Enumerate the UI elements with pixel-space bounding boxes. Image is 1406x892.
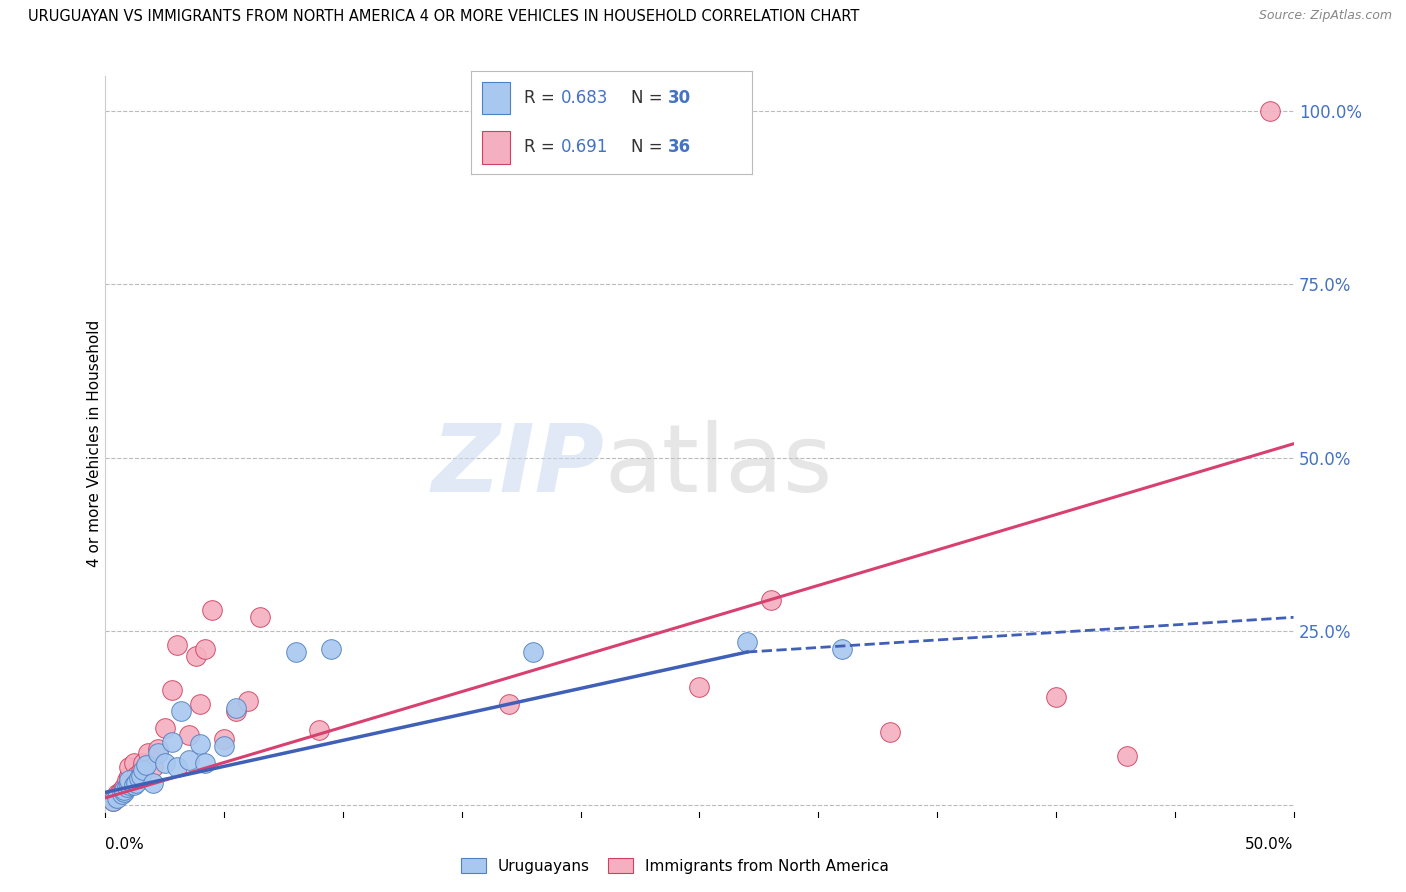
- Point: [104, 790, 127, 805]
- Point: [177, 728, 200, 742]
- Point: [759, 593, 782, 607]
- Point: [114, 782, 136, 797]
- Point: [108, 785, 131, 799]
- Point: [132, 756, 155, 771]
- Point: [249, 610, 271, 624]
- Text: 50.0%: 50.0%: [1246, 838, 1294, 853]
- Point: [190, 697, 212, 711]
- Text: ZIP: ZIP: [432, 420, 605, 512]
- Point: [146, 746, 169, 760]
- Point: [142, 759, 165, 773]
- Point: [111, 782, 134, 797]
- Point: [114, 780, 136, 795]
- Point: [225, 704, 247, 718]
- Text: N =: N =: [631, 89, 668, 107]
- Point: [1045, 690, 1067, 705]
- Legend: Uruguayans, Immigrants from North America: Uruguayans, Immigrants from North Americ…: [456, 852, 894, 880]
- Text: N =: N =: [631, 138, 668, 156]
- Point: [122, 778, 145, 792]
- Text: atlas: atlas: [605, 420, 832, 512]
- Point: [1116, 749, 1139, 764]
- Point: [101, 794, 124, 808]
- Point: [160, 683, 183, 698]
- Point: [831, 641, 853, 656]
- Point: [125, 775, 148, 789]
- Point: [129, 769, 152, 783]
- Point: [136, 746, 159, 760]
- Point: [689, 680, 711, 694]
- Point: [166, 638, 188, 652]
- Text: R =: R =: [524, 89, 561, 107]
- Point: [105, 790, 128, 805]
- Point: [132, 763, 155, 777]
- Point: [122, 756, 145, 771]
- Point: [115, 773, 138, 788]
- Point: [118, 778, 141, 792]
- Point: [142, 775, 165, 789]
- Point: [321, 641, 343, 656]
- Point: [1258, 103, 1281, 118]
- Text: 36: 36: [668, 138, 690, 156]
- Point: [118, 759, 141, 773]
- Point: [284, 645, 307, 659]
- Text: 0.691: 0.691: [561, 138, 609, 156]
- Text: R =: R =: [524, 138, 561, 156]
- Point: [125, 769, 148, 783]
- Point: [114, 785, 136, 799]
- Point: [128, 772, 150, 786]
- Point: [177, 753, 200, 767]
- Point: [201, 603, 224, 617]
- Point: [194, 641, 217, 656]
- Point: [118, 773, 141, 788]
- Point: [111, 788, 134, 802]
- Point: [735, 634, 758, 648]
- Point: [153, 722, 176, 736]
- Point: [153, 756, 176, 771]
- Point: [194, 756, 217, 771]
- Point: [115, 780, 138, 795]
- Point: [184, 648, 207, 663]
- Point: [214, 739, 236, 753]
- Point: [498, 697, 520, 711]
- Point: [190, 737, 212, 751]
- Point: [522, 645, 544, 659]
- Point: [214, 731, 236, 746]
- Point: [308, 723, 330, 737]
- Point: [146, 742, 169, 756]
- Point: [135, 757, 157, 772]
- Point: [236, 693, 259, 707]
- Point: [105, 788, 128, 802]
- Point: [118, 769, 141, 783]
- Text: Source: ZipAtlas.com: Source: ZipAtlas.com: [1258, 9, 1392, 22]
- Text: 0.683: 0.683: [561, 89, 609, 107]
- FancyBboxPatch shape: [482, 82, 510, 114]
- Point: [101, 794, 124, 808]
- Text: URUGUAYAN VS IMMIGRANTS FROM NORTH AMERICA 4 OR MORE VEHICLES IN HOUSEHOLD CORRE: URUGUAYAN VS IMMIGRANTS FROM NORTH AMERI…: [28, 9, 859, 24]
- Point: [166, 759, 188, 773]
- FancyBboxPatch shape: [482, 131, 510, 163]
- Text: 0.0%: 0.0%: [105, 838, 145, 853]
- Point: [170, 704, 193, 718]
- Point: [129, 764, 152, 779]
- Text: 30: 30: [668, 89, 690, 107]
- Point: [225, 700, 247, 714]
- Point: [160, 735, 183, 749]
- Y-axis label: 4 or more Vehicles in Household: 4 or more Vehicles in Household: [87, 320, 101, 567]
- Point: [879, 724, 901, 739]
